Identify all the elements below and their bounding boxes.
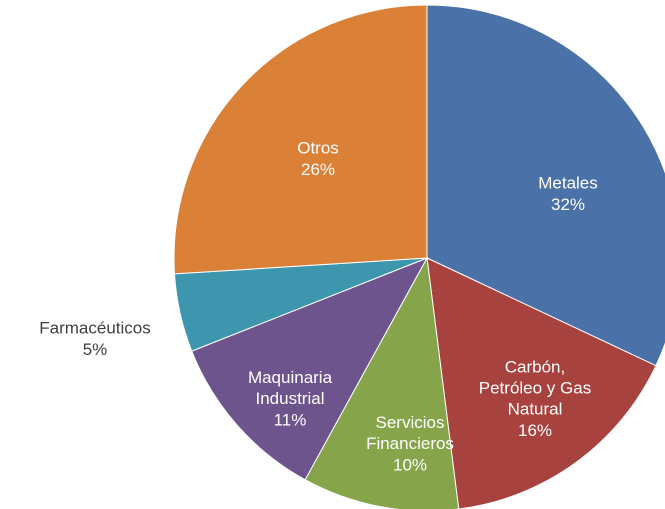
- label-line: Natural: [508, 400, 563, 419]
- slice-label: Servicios Financieros: [366, 413, 454, 453]
- pie-slice: [426, 257, 657, 509]
- label-line: Maquinaria: [248, 368, 333, 387]
- label-line: Servicios: [376, 413, 445, 432]
- slice-value-label: 26%: [301, 160, 335, 179]
- label-line: Carbón,: [505, 358, 565, 377]
- slice-value-label: 16%: [518, 421, 552, 440]
- label-line: Petróleo y Gas: [479, 379, 591, 398]
- label-line: Metales: [538, 174, 598, 193]
- slice-value-label: 5%: [83, 340, 108, 359]
- label-line: Industrial: [256, 389, 325, 408]
- slice-label: Carbón, Petróleo y Gas Natural: [479, 358, 591, 419]
- label-line: Otros: [297, 139, 339, 158]
- pie-slice: [191, 257, 429, 481]
- slice-value-label: 32%: [551, 195, 585, 214]
- label-line: Financieros: [366, 434, 454, 453]
- pie-slice: [304, 256, 460, 509]
- pie-slice: [173, 4, 428, 275]
- slice-label: Metales: [538, 174, 598, 193]
- slice-label: Farmacéuticos: [39, 319, 150, 338]
- slice-label: Maquinaria Industrial: [248, 368, 333, 408]
- slice-label: Otros: [297, 139, 339, 158]
- slice-value-label: 11%: [274, 410, 307, 429]
- pie-slice: [426, 4, 665, 367]
- slice-value-label: 10%: [393, 455, 427, 474]
- label-line: Farmacéuticos: [39, 319, 150, 338]
